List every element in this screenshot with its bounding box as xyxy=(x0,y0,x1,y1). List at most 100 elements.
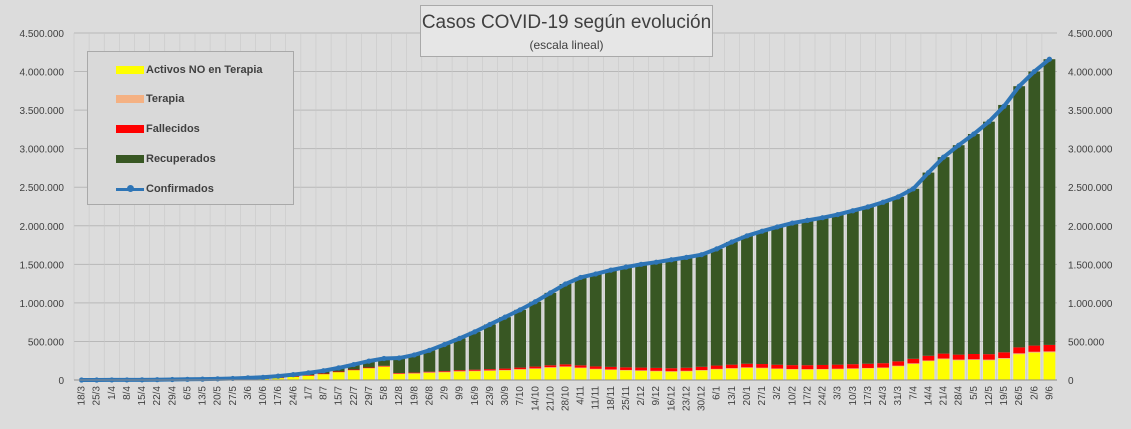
confirmados-point xyxy=(638,261,644,267)
bar-fallecidos xyxy=(483,369,496,371)
bar-terapia xyxy=(499,369,511,371)
bar-fallecidos xyxy=(332,371,345,373)
confirmados-point xyxy=(668,257,674,263)
y-tick-label-left: 0 xyxy=(58,376,64,387)
confirmados-point xyxy=(925,169,932,176)
bar-activos-no-en-terapia xyxy=(952,360,965,380)
confirmados-point xyxy=(245,375,251,381)
bar-terapia xyxy=(1013,353,1026,355)
bar-recuperados xyxy=(710,248,723,366)
confirmados-point xyxy=(729,239,735,245)
bar-terapia xyxy=(574,367,587,369)
bar-activos-no-en-terapia xyxy=(741,367,753,380)
bar-recuperados xyxy=(831,214,844,365)
bar-fallecidos xyxy=(937,353,950,359)
y-tick-label-left: 1.500.000 xyxy=(20,260,65,271)
bar-recuperados xyxy=(529,301,542,367)
bar-fallecidos xyxy=(393,373,406,374)
y-tick-label-left: 3.500.000 xyxy=(20,106,65,117)
confirmados-point xyxy=(593,271,599,277)
x-tick-label: 13/1 xyxy=(727,386,738,406)
x-tick-label: 24/3 xyxy=(878,386,889,406)
bar-fallecidos xyxy=(725,364,738,369)
y-tick-label-right: 4.000.000 xyxy=(1068,68,1113,79)
y-tick-label-right: 500.000 xyxy=(1068,337,1105,348)
y-tick-label-left: 4.000.000 xyxy=(20,68,65,79)
bar-activos-no-en-terapia xyxy=(317,373,330,380)
bar-terapia xyxy=(620,369,632,371)
bar-terapia xyxy=(756,367,768,369)
bar-activos-no-en-terapia xyxy=(408,373,421,380)
bar-activos-no-en-terapia xyxy=(862,368,874,380)
legend-label-recuperados: Recuperados xyxy=(146,153,216,165)
bar-fallecidos xyxy=(408,372,421,374)
bar-recuperados xyxy=(967,134,980,355)
confirmados-point xyxy=(1046,56,1053,62)
chart-title-box: Casos COVID-19 según evolución (escala l… xyxy=(420,5,713,57)
bar-terapia xyxy=(741,367,753,368)
x-tick-label: 21/10 xyxy=(545,386,556,411)
x-tick-label: 20/1 xyxy=(742,386,753,406)
x-tick-label: 19/8 xyxy=(409,386,420,406)
bar-activos-no-en-terapia xyxy=(1043,352,1056,380)
bar-activos-no-en-terapia xyxy=(559,366,572,380)
bar-activos-no-en-terapia xyxy=(892,366,905,380)
x-tick-label: 18/3 xyxy=(77,386,88,406)
bar-recuperados xyxy=(801,220,814,366)
y-tick-label-left: 3.000.000 xyxy=(20,145,65,156)
x-tick-label: 21/4 xyxy=(939,386,950,406)
confirmados-point xyxy=(457,335,463,341)
confirmados-point xyxy=(260,374,266,380)
bar-terapia xyxy=(604,369,617,371)
bar-fallecidos xyxy=(604,366,617,370)
bar-terapia xyxy=(393,373,406,375)
confirmados-point xyxy=(835,211,841,218)
bar-fallecidos xyxy=(922,355,935,361)
y-axis-left: 0 500.000 1.000.000 1.500.000 2.000.000 2.500… xyxy=(20,29,65,387)
bar-recuperados xyxy=(423,350,436,372)
confirmados-point xyxy=(789,220,795,226)
y-tick-label-right: 4.500.000 xyxy=(1068,29,1113,40)
bar-recuperados xyxy=(1028,71,1041,346)
x-tick-label: 2/9 xyxy=(440,386,451,400)
bar-fallecidos xyxy=(952,354,965,360)
x-tick-label: 19/5 xyxy=(999,386,1010,406)
confirmados-point xyxy=(880,199,886,205)
x-tick-label: 10/6 xyxy=(258,386,269,406)
bar-terapia xyxy=(710,368,723,370)
x-tick-label: 15/7 xyxy=(334,386,345,406)
x-tick-label: 26/8 xyxy=(424,386,435,406)
bar-terapia xyxy=(967,359,980,360)
x-tick-label: 30/9 xyxy=(500,386,511,406)
x-tick-label: 3/6 xyxy=(243,386,254,400)
bar-activos-no-en-terapia xyxy=(287,376,300,380)
bar-recuperados xyxy=(892,196,905,362)
bar-terapia xyxy=(952,359,965,361)
bar-recuperados xyxy=(438,344,451,372)
bar-terapia xyxy=(514,369,527,370)
bar-fallecidos xyxy=(1043,344,1056,352)
bar-recuperados xyxy=(620,267,632,368)
bar-recuperados xyxy=(680,257,693,368)
bar-activos-no-en-terapia xyxy=(967,359,980,380)
bar-terapia xyxy=(468,370,481,372)
bar-activos-no-en-terapia xyxy=(801,369,814,380)
confirmados-point xyxy=(517,307,523,313)
chart-title: Casos COVID-19 según evolución xyxy=(421,12,712,33)
bar-fallecidos xyxy=(710,365,723,369)
bar-terapia xyxy=(363,367,375,369)
x-tick-label: 6/5 xyxy=(182,386,193,400)
bar-terapia xyxy=(801,369,814,370)
legend-item-terapia: Terapia xyxy=(116,91,184,107)
x-tick-label: 8/4 xyxy=(122,386,133,400)
bar-recuperados xyxy=(378,358,390,366)
bar-activos-no-en-terapia xyxy=(650,371,663,380)
confirmados-point xyxy=(441,341,448,348)
bar-activos-no-en-terapia xyxy=(786,369,799,380)
bar-recuperados xyxy=(453,338,466,371)
x-tick-label: 3/3 xyxy=(833,386,844,400)
bar-terapia xyxy=(862,367,874,369)
bar-recuperados xyxy=(1043,59,1056,345)
bar-recuperados xyxy=(725,241,738,365)
bar-activos-no-en-terapia xyxy=(922,361,935,380)
